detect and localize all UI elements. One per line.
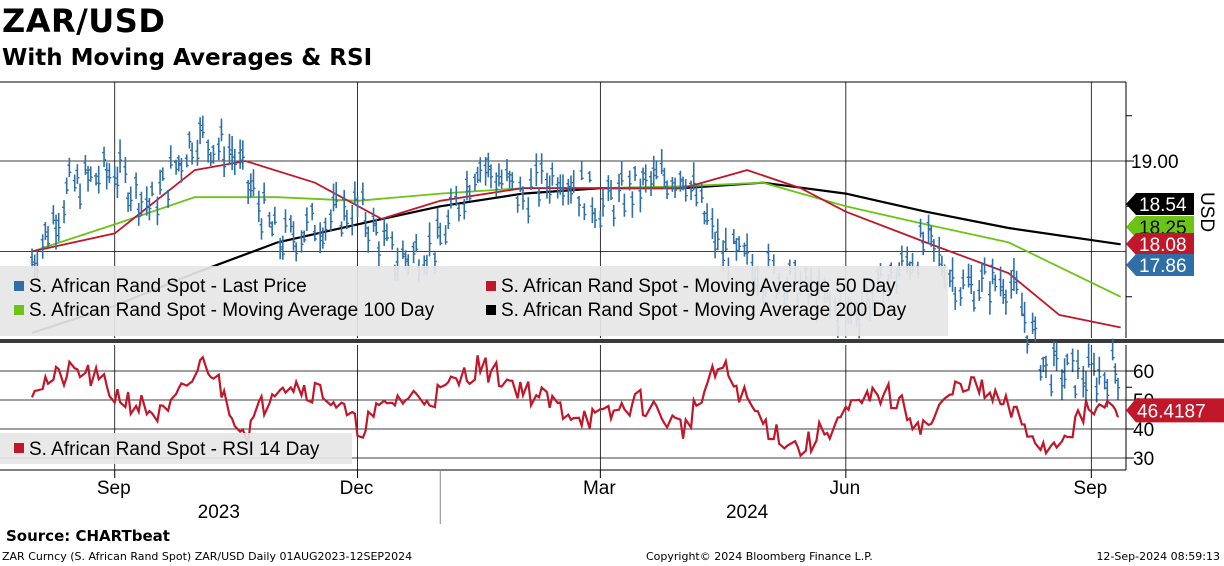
x-tick-label: Mar [583, 478, 616, 499]
rsi-last-value-tag [1126, 398, 1224, 423]
price-series [30, 115, 1120, 408]
last-value-tag [1126, 233, 1194, 255]
legend-swatch [486, 305, 496, 315]
footer-copyright: Copyright© 2024 Bloomberg Finance L.P. [646, 550, 873, 563]
rsi-y-tick-label: 60 [1133, 362, 1154, 383]
year-label-2023: 2023 [198, 502, 240, 523]
legend-swatch [14, 305, 24, 315]
footer-timestamp: 12-Sep-2024 08:59:13 [1096, 550, 1220, 563]
chart-title: ZAR/USD [2, 2, 166, 40]
y-axis-label: USD [1196, 192, 1217, 232]
source-label: Source: CHARTbeat [6, 527, 170, 545]
last-value-tag [1126, 216, 1194, 238]
last-value-label: 17.86 [1139, 256, 1187, 277]
panel-divider [0, 339, 1224, 343]
x-tick-label: Sep [1073, 478, 1107, 499]
x-tick-label: Dec [340, 478, 374, 499]
rsi-legend-swatch [14, 443, 24, 453]
last-value-label: 18.08 [1139, 235, 1187, 256]
x-tick-label: Jun [830, 478, 861, 499]
legend-entry: S. African Rand Spot - Moving Average 20… [501, 300, 907, 321]
last-value-tag [1126, 193, 1194, 215]
chart-subtitle: With Moving Averages & RSI [2, 45, 373, 71]
legend-entry: S. African Rand Spot - Moving Average 10… [29, 300, 435, 321]
rsi-line [30, 355, 1120, 458]
legend-entry: S. African Rand Spot - Moving Average 50… [501, 276, 896, 297]
footer-series-info: ZAR Curncy (S. African Rand Spot) ZAR/US… [2, 550, 413, 563]
rsi-legend-box [0, 433, 352, 464]
year-label-2024: 2024 [726, 502, 769, 523]
legend-entry: S. African Rand Spot - Last Price [29, 276, 307, 297]
legend-swatch [486, 281, 496, 291]
rsi-y-tick-label: 30 [1133, 449, 1154, 470]
last-value-label: 18.54 [1139, 195, 1187, 216]
legend-box [0, 266, 948, 336]
last-value-tag [1126, 254, 1194, 276]
rsi-y-tick-label: 40 [1133, 420, 1154, 441]
rsi-last-value-label: 46.4187 [1137, 401, 1206, 422]
legend-swatch [14, 281, 24, 291]
x-tick-label: Sep [97, 478, 131, 499]
y-tick-label: 19.00 [1131, 152, 1179, 173]
ma50-line [31, 160, 1121, 329]
rsi-legend-entry: S. African Rand Spot - RSI 14 Day [29, 439, 320, 460]
